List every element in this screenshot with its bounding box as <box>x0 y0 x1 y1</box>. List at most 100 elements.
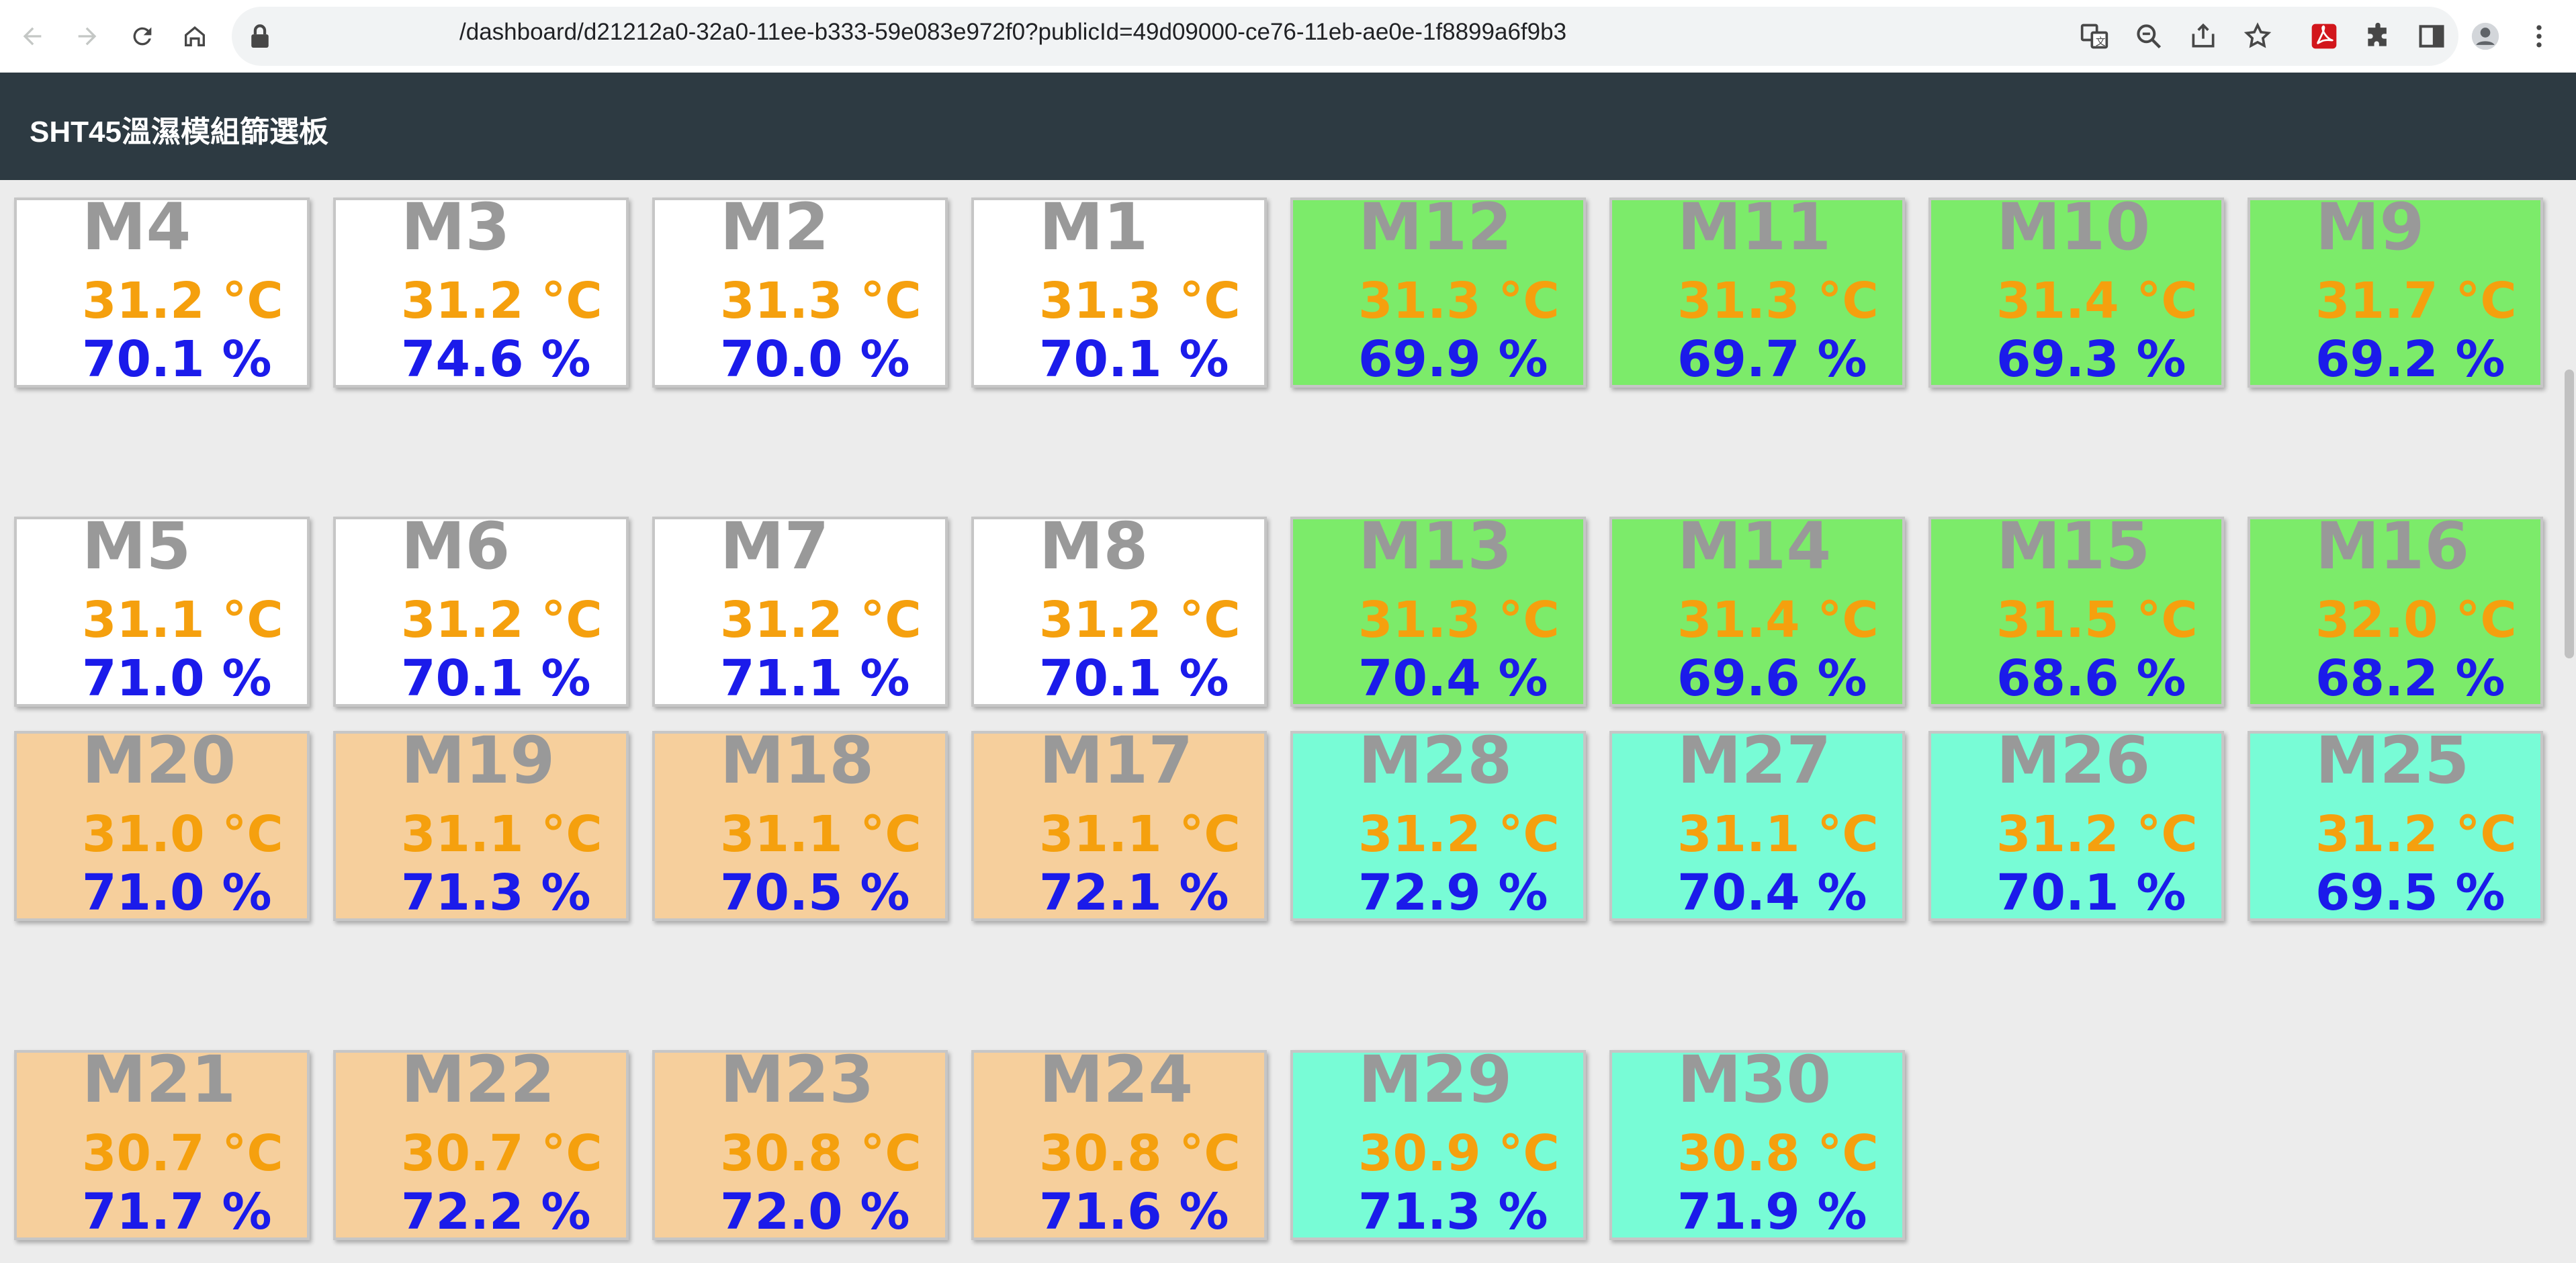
sensor-tile[interactable]: M29 30.9 °C 71.3 % <box>1290 1042 1586 1241</box>
temperature-value: 31.1 °C <box>82 591 283 649</box>
sensor-name: M25 <box>2315 723 2470 798</box>
sensor-tile[interactable]: M10 31.4 °C 69.3 % <box>1928 195 2224 388</box>
sensor-name: M15 <box>1996 509 2151 584</box>
temperature-value: 31.2 °C <box>720 591 922 649</box>
temperature-value: 31.4 °C <box>1677 591 1879 649</box>
sensor-tile[interactable]: M3 31.2 °C 74.6 % <box>333 195 629 388</box>
star-icon[interactable] <box>2239 17 2276 55</box>
puzzle-extensions-icon[interactable] <box>2359 17 2397 55</box>
humidity-value: 74.6 % <box>401 331 591 388</box>
sensor-name: M27 <box>1677 723 1832 798</box>
humidity-value: 71.3 % <box>401 864 591 922</box>
sensor-tile[interactable]: M20 31.0 °C 71.0 % <box>14 723 310 921</box>
humidity-value: 72.1 % <box>1039 864 1229 922</box>
humidity-value: 71.0 % <box>82 650 272 707</box>
sensor-tile[interactable]: M14 31.4 °C 69.6 % <box>1609 514 1905 707</box>
temperature-value: 31.2 °C <box>2315 805 2517 863</box>
temperature-value: 31.1 °C <box>720 805 922 863</box>
sensor-tile[interactable]: M18 31.1 °C 70.5 % <box>652 728 948 921</box>
sensor-name: M6 <box>401 509 510 584</box>
temperature-value: 31.2 °C <box>1996 805 2198 863</box>
kebab-menu-icon[interactable] <box>2520 17 2558 55</box>
humidity-value: 70.1 % <box>1996 864 2186 922</box>
temperature-value: 31.2 °C <box>1039 591 1241 649</box>
translate-icon[interactable]: 文 <box>2076 17 2113 55</box>
temperature-value: 30.9 °C <box>1358 1125 1560 1182</box>
humidity-value: 71.7 % <box>82 1183 272 1241</box>
sensor-name: M8 <box>1039 509 1149 584</box>
temperature-value: 31.3 °C <box>1039 272 1241 330</box>
side-panel-icon[interactable] <box>2413 17 2450 55</box>
sensor-tile[interactable]: M25 31.2 °C 69.5 % <box>2248 723 2543 922</box>
humidity-value: 69.7 % <box>1677 331 1867 388</box>
sensor-name: M29 <box>1358 1042 1513 1117</box>
back-arrow-icon[interactable] <box>11 15 54 58</box>
app-header: SHT45溫濕模組篩選板 <box>0 73 2576 180</box>
temperature-value: 30.8 °C <box>1677 1125 1879 1182</box>
temperature-value: 31.1 °C <box>401 805 603 863</box>
home-icon[interactable] <box>173 15 216 58</box>
sensor-tile[interactable]: M7 31.2 °C 71.1 % <box>652 514 948 707</box>
scrollbar[interactable] <box>2563 180 2576 1263</box>
sensor-tile[interactable]: M2 31.3 °C 70.0 % <box>652 195 948 388</box>
temperature-value: 31.3 °C <box>1677 272 1879 330</box>
temperature-value: 31.3 °C <box>1358 591 1560 649</box>
browser-toolbar: /dashboard/d21212a0-32a0-11ee-b333-59e08… <box>0 0 2576 73</box>
sensor-tile[interactable]: M17 31.1 °C 72.1 % <box>971 723 1267 922</box>
sensor-name: M17 <box>1039 723 1194 798</box>
temperature-value: 31.1 °C <box>1677 805 1879 863</box>
sensor-tile[interactable]: M27 31.1 °C 70.4 % <box>1609 723 1905 921</box>
sensor-tile[interactable]: M30 30.8 °C 71.9 % <box>1609 1042 1905 1241</box>
sensor-tile[interactable]: M12 31.3 °C 69.9 % <box>1290 195 1586 388</box>
sensor-tile[interactable]: M13 31.3 °C 70.4 % <box>1290 514 1586 707</box>
humidity-value: 71.3 % <box>1358 1183 1548 1241</box>
url-text[interactable]: /dashboard/d21212a0-32a0-11ee-b333-59e08… <box>459 19 1567 45</box>
sensor-tile[interactable]: M26 31.2 °C 70.1 % <box>1928 728 2224 922</box>
temperature-value: 31.3 °C <box>1358 272 1560 330</box>
sensor-name: M9 <box>2315 189 2425 265</box>
profile-avatar-icon[interactable] <box>2467 17 2504 55</box>
humidity-value: 68.6 % <box>1996 650 2186 707</box>
page-title: SHT45溫濕模組篩選板 <box>30 116 328 148</box>
temperature-value: 32.0 °C <box>2315 591 2517 649</box>
sensor-tile[interactable]: M19 31.1 °C 71.3 % <box>333 723 629 922</box>
reload-icon[interactable] <box>121 15 164 58</box>
sensor-name: M30 <box>1677 1042 1832 1117</box>
sensor-tile[interactable]: M1 31.3 °C 70.1 % <box>971 195 1267 388</box>
pdf-extension-icon[interactable] <box>2305 17 2343 55</box>
sensor-tile[interactable]: M6 31.2 °C 70.1 % <box>333 509 629 707</box>
sensor-tile[interactable]: M22 30.7 °C 72.2 % <box>333 1047 629 1240</box>
sensor-tile[interactable]: M9 31.7 °C 69.2 % <box>2248 189 2543 388</box>
address-bar[interactable] <box>232 7 2458 66</box>
temperature-value: 30.7 °C <box>82 1125 283 1182</box>
sensor-tile[interactable]: M11 31.3 °C 69.7 % <box>1609 189 1905 388</box>
share-icon[interactable] <box>2184 17 2222 55</box>
lock-icon[interactable] <box>249 23 271 50</box>
sensor-tile[interactable]: M8 31.2 °C 70.1 % <box>971 509 1267 707</box>
sensor-name: M19 <box>401 723 556 798</box>
forward-arrow-icon[interactable] <box>66 15 109 58</box>
humidity-value: 69.2 % <box>2315 331 2505 388</box>
humidity-value: 69.6 % <box>1677 650 1867 707</box>
zoom-out-icon[interactable] <box>2130 17 2168 55</box>
sensor-tile[interactable]: M24 30.8 °C 71.6 % <box>971 1047 1267 1241</box>
sensor-tile[interactable]: M15 31.5 °C 68.6 % <box>1928 509 2224 707</box>
humidity-value: 69.9 % <box>1358 331 1548 388</box>
sensor-tile[interactable]: M5 31.1 °C 71.0 % <box>14 514 310 707</box>
temperature-value: 31.2 °C <box>82 272 283 330</box>
temperature-value: 30.7 °C <box>401 1125 603 1182</box>
humidity-value: 69.5 % <box>2315 864 2505 922</box>
sensor-tile[interactable]: M28 31.2 °C 72.9 % <box>1290 728 1586 921</box>
scrollbar-thumb[interactable] <box>2565 369 2574 658</box>
humidity-value: 70.1 % <box>82 331 272 388</box>
sensor-tile[interactable]: M4 31.2 °C 70.1 % <box>14 195 310 388</box>
sensor-tile[interactable]: M16 32.0 °C 68.2 % <box>2248 514 2543 707</box>
sensor-name: M11 <box>1677 189 1832 265</box>
temperature-value: 30.8 °C <box>720 1125 922 1182</box>
humidity-value: 71.6 % <box>1039 1183 1229 1241</box>
sensor-name: M20 <box>82 723 236 798</box>
sensor-tile[interactable]: M23 30.8 °C 72.0 % <box>652 1047 948 1240</box>
sensor-tile[interactable]: M21 30.7 °C 71.7 % <box>14 1047 310 1241</box>
humidity-value: 71.9 % <box>1677 1183 1867 1241</box>
humidity-value: 70.4 % <box>1358 650 1548 707</box>
